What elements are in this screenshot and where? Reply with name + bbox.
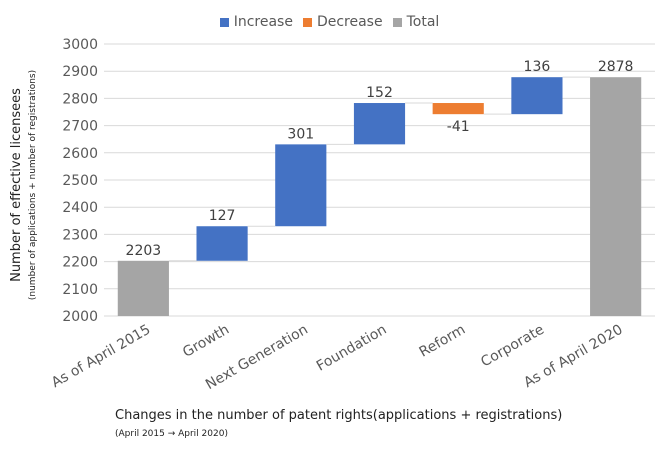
x-axis-title: Changes in the number of patent rights(a… (115, 408, 563, 423)
bar-decrease (432, 103, 484, 115)
x-tick-label: As of April 2015 (49, 322, 153, 392)
y-axis-title: Number of effective licensees (9, 88, 24, 282)
legend-item-total: Total (392, 14, 440, 30)
connector-lines (168, 76, 591, 262)
x-axis-subtitle: (April 2015 → April 2020) (115, 429, 228, 439)
bar-total (117, 260, 169, 316)
legend-swatch-increase (219, 17, 229, 27)
y-tick-label: 3000 (62, 37, 98, 53)
legend-swatch-total (392, 17, 402, 27)
legend-item-increase: Increase (219, 14, 293, 30)
legend-swatch-decrease (302, 17, 312, 27)
bar-increase (275, 144, 327, 227)
data-labels: 2203 127 301 152 -41 136 2878 (126, 59, 634, 259)
legend-item-decrease: Decrease (302, 14, 383, 30)
bar-increase (353, 103, 406, 145)
y-tick-label: 2600 (62, 146, 98, 162)
y-tick-label: 2200 (62, 255, 98, 271)
bar-increase (511, 77, 563, 115)
y-tick-labels: 2000 2100 2200 2300 2400 2500 2600 2700 2800 2900… (62, 37, 98, 325)
y-tick-label: 2300 (62, 227, 98, 243)
x-tick-label: Growth (180, 322, 232, 361)
data-label: 152 (366, 85, 393, 101)
legend-label-increase: Increase (233, 14, 293, 30)
data-label: -41 (447, 119, 470, 135)
y-tick-label: 2500 (62, 173, 98, 189)
legend-label-decrease: Decrease (316, 14, 383, 30)
y-axis-subtitle: (number of applications + number of regi… (28, 70, 38, 300)
legend: Increase Decrease Total (0, 14, 659, 30)
y-tick-label: 2800 (62, 91, 98, 107)
y-tick-label: 2700 (62, 119, 98, 135)
data-label: 136 (524, 59, 551, 75)
bar-increase (196, 226, 248, 261)
y-tick-label: 2900 (62, 64, 98, 80)
bars (117, 77, 642, 317)
x-tick-label: Foundation (314, 322, 390, 375)
x-tick-label: Reform (417, 322, 469, 361)
data-label: 301 (287, 126, 314, 142)
legend-label-total: Total (406, 14, 440, 30)
bar-total (590, 77, 642, 317)
y-tick-label: 2400 (62, 200, 98, 216)
data-label: 127 (209, 208, 236, 224)
y-tick-label: 2000 (62, 309, 98, 325)
data-label: 2203 (126, 243, 162, 259)
data-label: 2878 (598, 59, 634, 75)
x-tick-label: Corporate (478, 322, 547, 371)
y-tick-label: 2100 (62, 282, 98, 298)
